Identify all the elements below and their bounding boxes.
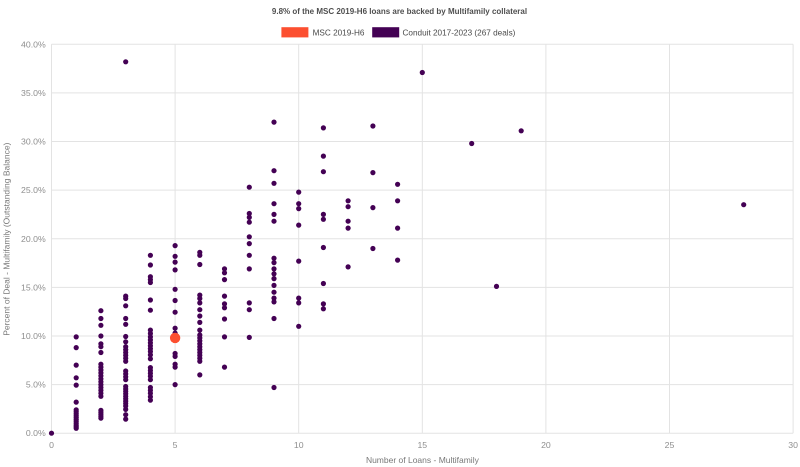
svg-text:30: 30 xyxy=(788,440,798,450)
svg-text:20: 20 xyxy=(541,440,551,450)
svg-text:20.0%: 20.0% xyxy=(21,234,46,244)
svg-text:9.8% of the MSC 2019-H6 loans: 9.8% of the MSC 2019-H6 loans are backed… xyxy=(272,7,527,16)
svg-text:35.0%: 35.0% xyxy=(21,88,46,98)
svg-text:15: 15 xyxy=(417,440,427,450)
svg-text:Conduit 2017-2023 (267 deals): Conduit 2017-2023 (267 deals) xyxy=(403,28,516,37)
svg-text:30.0%: 30.0% xyxy=(21,137,46,147)
svg-text:5.0%: 5.0% xyxy=(26,380,46,390)
svg-text:10.0%: 10.0% xyxy=(21,331,46,341)
svg-text:0: 0 xyxy=(49,440,54,450)
svg-text:40.0%: 40.0% xyxy=(21,39,46,49)
svg-text:MSC 2019-H6: MSC 2019-H6 xyxy=(313,28,365,37)
svg-text:15.0%: 15.0% xyxy=(21,282,46,292)
svg-text:Number of Loans - Multifamily: Number of Loans - Multifamily xyxy=(366,455,480,465)
svg-text:0.0%: 0.0% xyxy=(26,428,46,438)
svg-text:25: 25 xyxy=(665,440,675,450)
svg-text:5: 5 xyxy=(173,440,178,450)
svg-text:Percent of Deal - Multifamily: Percent of Deal - Multifamily (Outstandi… xyxy=(2,142,12,335)
svg-text:10: 10 xyxy=(294,440,304,450)
svg-text:25.0%: 25.0% xyxy=(21,185,46,195)
